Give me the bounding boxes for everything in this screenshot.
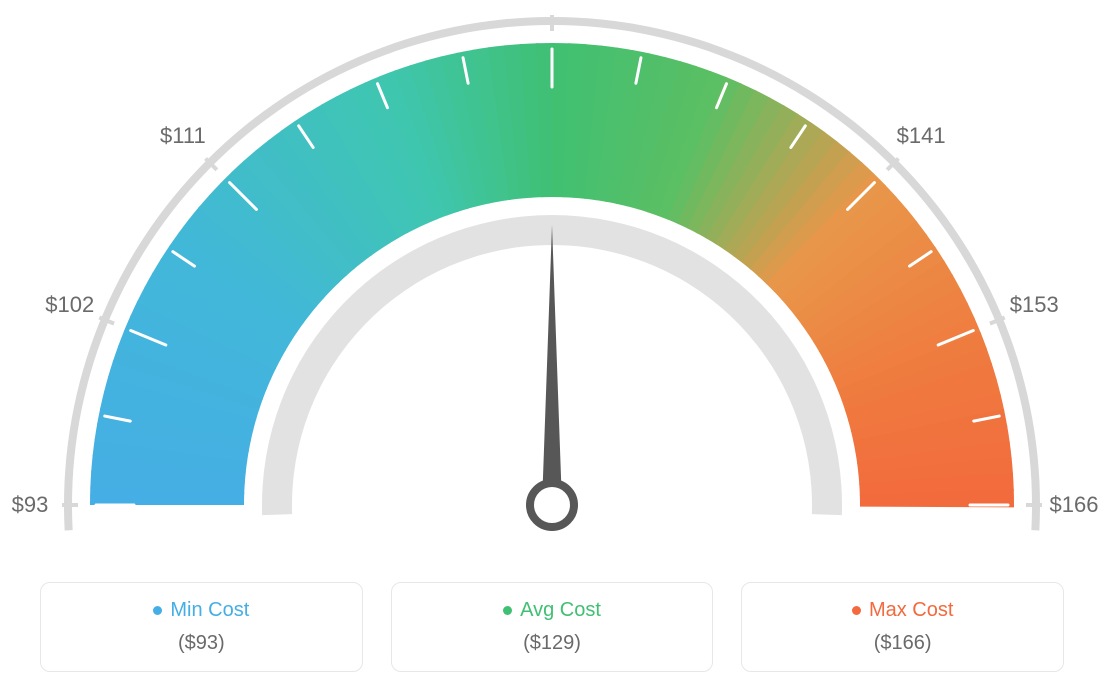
legend-title-min: Min Cost — [153, 599, 249, 622]
gauge-tick-label: $153 — [1010, 292, 1059, 318]
legend-title-avg: Avg Cost — [503, 599, 601, 622]
gauge-tick-label: $102 — [45, 292, 94, 318]
legend-card-min: Min Cost ($93) — [40, 582, 363, 672]
legend-title-text: Max Cost — [869, 599, 953, 622]
gauge-tick-label: $93 — [12, 492, 49, 518]
legend-title-text: Min Cost — [170, 599, 249, 622]
legend-value-max: ($166) — [752, 632, 1053, 655]
legend-value-avg: ($129) — [402, 632, 703, 655]
gauge-tick-label: $166 — [1050, 492, 1099, 518]
legend-card-avg: Avg Cost ($129) — [391, 582, 714, 672]
gauge-tick-label: $111 — [160, 123, 206, 149]
dot-icon — [503, 606, 512, 615]
gauge-tick-label: $141 — [897, 123, 946, 149]
dot-icon — [153, 606, 162, 615]
legend-card-max: Max Cost ($166) — [741, 582, 1064, 672]
legend-title-max: Max Cost — [852, 599, 953, 622]
gauge-svg — [0, 0, 1104, 560]
legend-row: Min Cost ($93) Avg Cost ($129) Max Cost … — [0, 582, 1104, 672]
gauge-chart: $93$102$111$129$141$153$166 — [0, 0, 1104, 560]
legend-value-min: ($93) — [51, 632, 352, 655]
dot-icon — [852, 606, 861, 615]
legend-title-text: Avg Cost — [520, 599, 601, 622]
